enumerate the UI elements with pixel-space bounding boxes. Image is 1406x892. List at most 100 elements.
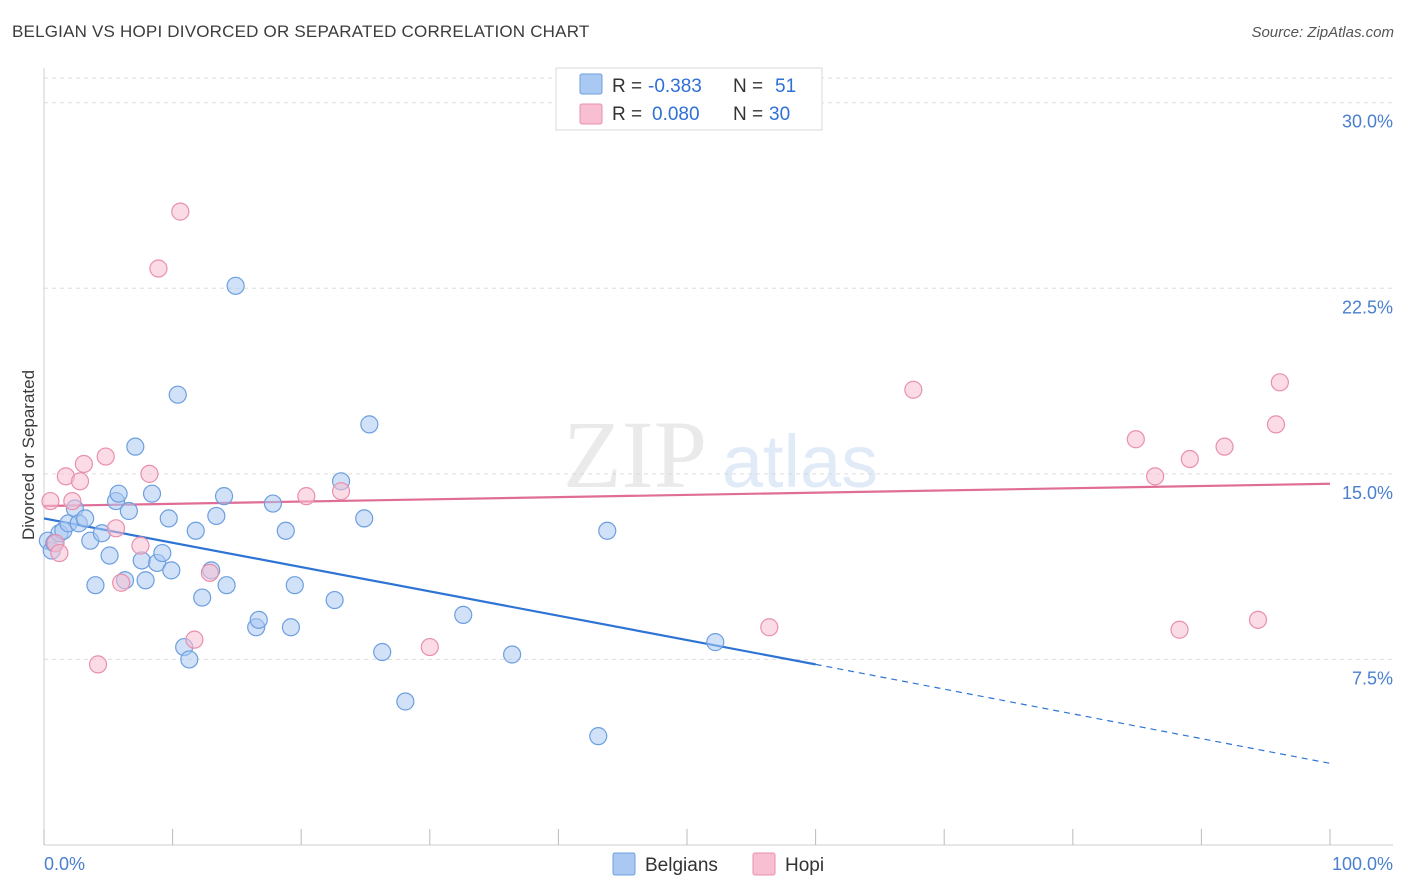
- belgian-point: [153, 543, 172, 563]
- legend-r-value-1: -0.383: [648, 76, 702, 97]
- hopi-point: [88, 655, 108, 674]
- hopi-point: [112, 573, 131, 592]
- belgian-point: [249, 610, 268, 629]
- axes: [43, 68, 1393, 846]
- hopi-point: [106, 519, 126, 538]
- hopi-point: [171, 202, 190, 221]
- hopi-point: [96, 447, 115, 466]
- belgian-point: [162, 561, 181, 580]
- legend-r-label-2: R =: [612, 104, 642, 125]
- watermark: ZIP atlas: [563, 401, 878, 508]
- source-label: Source: ZipAtlas.com: [1251, 24, 1394, 41]
- belgian-point: [360, 415, 379, 434]
- belgian-points: [38, 276, 725, 746]
- hopi-point: [200, 563, 219, 582]
- legend-n-value-1: 51: [775, 76, 796, 97]
- y-tick-label: 30.0%: [1342, 112, 1393, 132]
- x-tick-labels: 0.0% 100.0%: [44, 854, 1393, 874]
- hopi-point: [1126, 430, 1145, 449]
- belgian-point: [142, 484, 162, 503]
- belgian-point: [396, 692, 415, 711]
- hopi-point: [904, 380, 923, 399]
- hopi-point: [63, 491, 82, 511]
- series-legend: Belgians Hopi: [612, 852, 824, 876]
- belgian-point: [503, 645, 522, 664]
- bottom-legend-belgians: Belgians: [645, 855, 718, 876]
- belgian-point: [186, 521, 205, 540]
- watermark-zip: ZIP: [563, 401, 707, 508]
- y-tick-label: 15.0%: [1342, 483, 1393, 503]
- hopi-point: [1170, 620, 1189, 639]
- hopi-point: [1270, 373, 1289, 392]
- y-axis-label: Divorced or Separated: [19, 370, 38, 540]
- belgian-point: [217, 576, 236, 595]
- belgian-point: [355, 509, 374, 528]
- trend-lines: [43, 482, 1331, 764]
- belgian-point: [126, 437, 145, 456]
- legend-r-label-1: R =: [612, 76, 642, 97]
- hopi-point: [420, 637, 439, 657]
- legend-swatch-hopi: [579, 103, 603, 125]
- hopi-point: [50, 543, 69, 563]
- hopi-point: [1248, 610, 1268, 629]
- hopi-point: [185, 630, 204, 649]
- hopi-points: [41, 202, 1289, 674]
- belgian-point: [193, 588, 212, 607]
- hopi-point: [149, 259, 168, 278]
- belgian-point: [226, 276, 245, 295]
- y-tick-label: 7.5%: [1352, 668, 1393, 688]
- hopi-point: [1146, 467, 1165, 486]
- belgian-trend-extension: [815, 663, 1331, 764]
- stats-legend: R = -0.383 N = 51 R = 0.080 N = 30: [555, 67, 823, 131]
- chart-title: BELGIAN VS HOPI DIVORCED OR SEPARATED CO…: [12, 22, 590, 41]
- belgian-point: [159, 509, 178, 528]
- belgian-point: [373, 642, 392, 662]
- hopi-point: [41, 491, 60, 511]
- hopi-point: [131, 536, 150, 555]
- belgian-point: [281, 618, 301, 637]
- belgian-point: [76, 509, 95, 528]
- hopi-trend-line: [43, 482, 1331, 508]
- hopi-point: [1266, 415, 1286, 434]
- legend-n-label-1: N =: [733, 76, 763, 97]
- belgian-point: [136, 571, 155, 590]
- belgian-point: [100, 546, 119, 565]
- y-tick-label: 22.5%: [1342, 297, 1393, 317]
- belgian-point: [589, 727, 608, 746]
- hopi-point: [1215, 437, 1234, 456]
- belgian-point: [207, 506, 226, 526]
- legend-r-value-2: 0.080: [652, 104, 700, 125]
- y-tick-labels: 7.5% 15.0% 22.5% 30.0%: [1342, 112, 1393, 689]
- hopi-point: [297, 487, 316, 506]
- hopi-point: [760, 618, 779, 637]
- belgian-point: [109, 484, 128, 503]
- hopi-point: [140, 464, 159, 483]
- x-tick-label-start: 0.0%: [44, 854, 85, 874]
- belgian-point: [168, 385, 187, 404]
- legend-n-label-2: N =: [733, 104, 763, 125]
- legend-swatch-belgians: [579, 73, 603, 95]
- belgian-point: [285, 576, 304, 595]
- x-tick-label-end: 100.0%: [1332, 854, 1393, 874]
- belgian-trend-line: [43, 517, 816, 666]
- belgian-point: [276, 521, 295, 540]
- hopi-point: [74, 454, 93, 474]
- bottom-legend-hopi: Hopi: [785, 855, 824, 876]
- hopi-point: [70, 472, 90, 491]
- hopi-point: [331, 482, 351, 501]
- belgian-point: [263, 494, 283, 513]
- hopi-point: [1180, 449, 1199, 469]
- legend-n-value-2: 30: [769, 104, 790, 125]
- belgian-point: [454, 605, 473, 625]
- grid-lines: [44, 77, 1393, 660]
- belgian-point: [214, 487, 234, 506]
- watermark-atlas: atlas: [722, 420, 878, 503]
- belgian-point: [598, 521, 617, 540]
- bottom-legend-swatch-belgians: [612, 852, 636, 876]
- belgian-point: [706, 633, 725, 652]
- belgian-point: [325, 590, 344, 610]
- belgian-point: [86, 576, 105, 595]
- belgian-point: [119, 501, 138, 521]
- belgian-point: [180, 650, 199, 669]
